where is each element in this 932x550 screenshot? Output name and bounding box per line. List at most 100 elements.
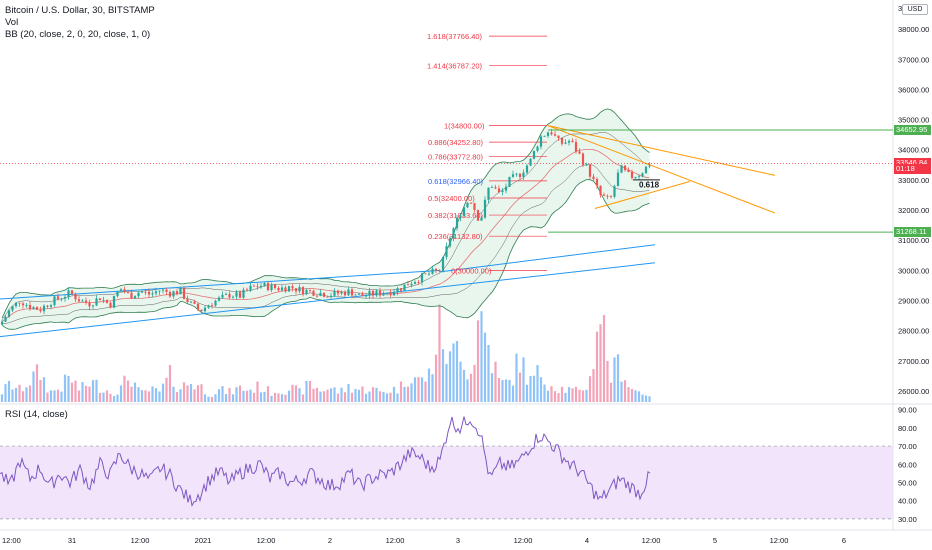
candle-body xyxy=(504,186,508,191)
candle-body xyxy=(546,132,550,136)
volume-bar xyxy=(567,387,571,402)
candle-body xyxy=(574,142,578,152)
volume-bar xyxy=(564,392,567,402)
symbol-title[interactable]: Bitcoin / U.S. Dollar, 30, BITSTAMP xyxy=(5,5,155,16)
bb-lower xyxy=(1,179,650,330)
volume-bar xyxy=(77,390,81,402)
candle-body xyxy=(525,165,529,173)
volume-bar xyxy=(0,394,4,402)
candle-body xyxy=(539,136,543,147)
volume-bar xyxy=(242,390,245,402)
volume-bar xyxy=(196,385,200,402)
candles xyxy=(0,129,651,326)
volume-legend[interactable]: Vol xyxy=(5,17,19,28)
candle-body xyxy=(445,246,448,257)
volume-bar xyxy=(116,394,119,402)
rsi-axis-label: 50.00 xyxy=(898,478,917,487)
candle-body xyxy=(483,199,487,218)
price-axis-label: 31000.00 xyxy=(898,236,929,245)
rsi-axis-label: 60.00 xyxy=(898,460,917,469)
bb-basis xyxy=(1,148,650,323)
candle-body xyxy=(410,283,413,286)
candle-body xyxy=(592,176,595,180)
volume-bar xyxy=(102,392,105,402)
candle-body xyxy=(214,300,217,306)
axes: 38000.00 37000.00 36000.00 35000.00 34000.00… xyxy=(2,4,929,545)
candle-body xyxy=(179,288,182,295)
candle-body xyxy=(630,171,634,178)
candle-body xyxy=(315,295,319,297)
volume-bar xyxy=(469,373,473,402)
volume-bar xyxy=(322,391,326,402)
candle-body xyxy=(263,283,266,286)
price-tag: 01:18 xyxy=(894,164,931,175)
volume-bar xyxy=(84,385,88,402)
volume-bar xyxy=(550,386,553,402)
fibonacci-retracement[interactable]: 1.618(37766.40) 1.414(36787.20) 1(34800.00… xyxy=(427,32,660,275)
candle-body xyxy=(256,286,259,288)
volume-bar xyxy=(11,389,14,402)
trend-lines[interactable] xyxy=(0,125,893,338)
volume-bar xyxy=(343,392,347,402)
fib-level-label: 1.618(37766.40) xyxy=(427,32,483,41)
volume-bar xyxy=(574,386,578,402)
candle-body xyxy=(32,307,35,310)
price-tag: 33546.84 xyxy=(894,158,931,169)
rsi-polyline xyxy=(0,416,651,507)
bollinger-legend[interactable]: BB (20, close, 2, 0, 20, close, 1, 0) xyxy=(5,29,151,40)
candle-body xyxy=(529,158,532,166)
candle-body xyxy=(371,290,375,296)
volume-bar xyxy=(144,390,147,402)
volume-bar xyxy=(32,371,35,402)
volume-bar xyxy=(347,384,350,402)
candle-body xyxy=(39,309,42,312)
volume-bar xyxy=(91,380,95,402)
candle-body xyxy=(242,289,245,298)
volume-bar xyxy=(53,390,56,402)
candle-body xyxy=(126,292,130,294)
volume-bar xyxy=(490,373,494,402)
rsi-legend: RSI (14, close) xyxy=(5,409,68,421)
volume-bar xyxy=(515,353,518,402)
volume-bar xyxy=(224,394,228,402)
candle-body xyxy=(14,302,18,307)
candle-body xyxy=(553,134,557,136)
candle-body xyxy=(182,288,186,299)
fib-level-label: 0.886(34252.80) xyxy=(428,138,484,147)
volume-bar xyxy=(623,380,627,402)
volume-bar xyxy=(627,387,630,402)
candle-body xyxy=(168,291,172,297)
volume-bar xyxy=(203,394,207,402)
volume-bar xyxy=(459,361,462,402)
currency-button[interactable]: USD xyxy=(902,4,928,15)
candle-body xyxy=(518,173,522,178)
candle-body xyxy=(119,289,123,292)
candle-body xyxy=(354,294,357,296)
time-axis-label: 6 xyxy=(842,536,846,545)
candle-body xyxy=(84,300,88,303)
volume-bar xyxy=(529,375,532,402)
volume-bar xyxy=(294,385,298,402)
fib-annotation: 0.618 xyxy=(639,180,660,189)
candle-body xyxy=(277,287,280,291)
candle-body xyxy=(473,203,476,211)
candle-body xyxy=(175,291,179,295)
candle-body xyxy=(130,292,133,299)
volume-bar xyxy=(249,389,252,402)
volume-bar xyxy=(161,383,165,402)
volume-bars xyxy=(0,304,651,402)
candle-body xyxy=(585,164,588,166)
candle-body xyxy=(88,302,91,307)
candle-body xyxy=(623,165,627,171)
candle-body xyxy=(98,298,102,301)
rsi-title[interactable]: RSI (14, close) xyxy=(5,409,68,420)
time-axis-label: 12:00 xyxy=(2,536,21,545)
volume-bar xyxy=(189,384,193,402)
bollinger-bands xyxy=(1,108,650,330)
candle-body xyxy=(249,285,252,291)
volume-bar xyxy=(483,332,487,402)
volume-bar xyxy=(207,396,210,402)
candle-body xyxy=(252,285,256,287)
